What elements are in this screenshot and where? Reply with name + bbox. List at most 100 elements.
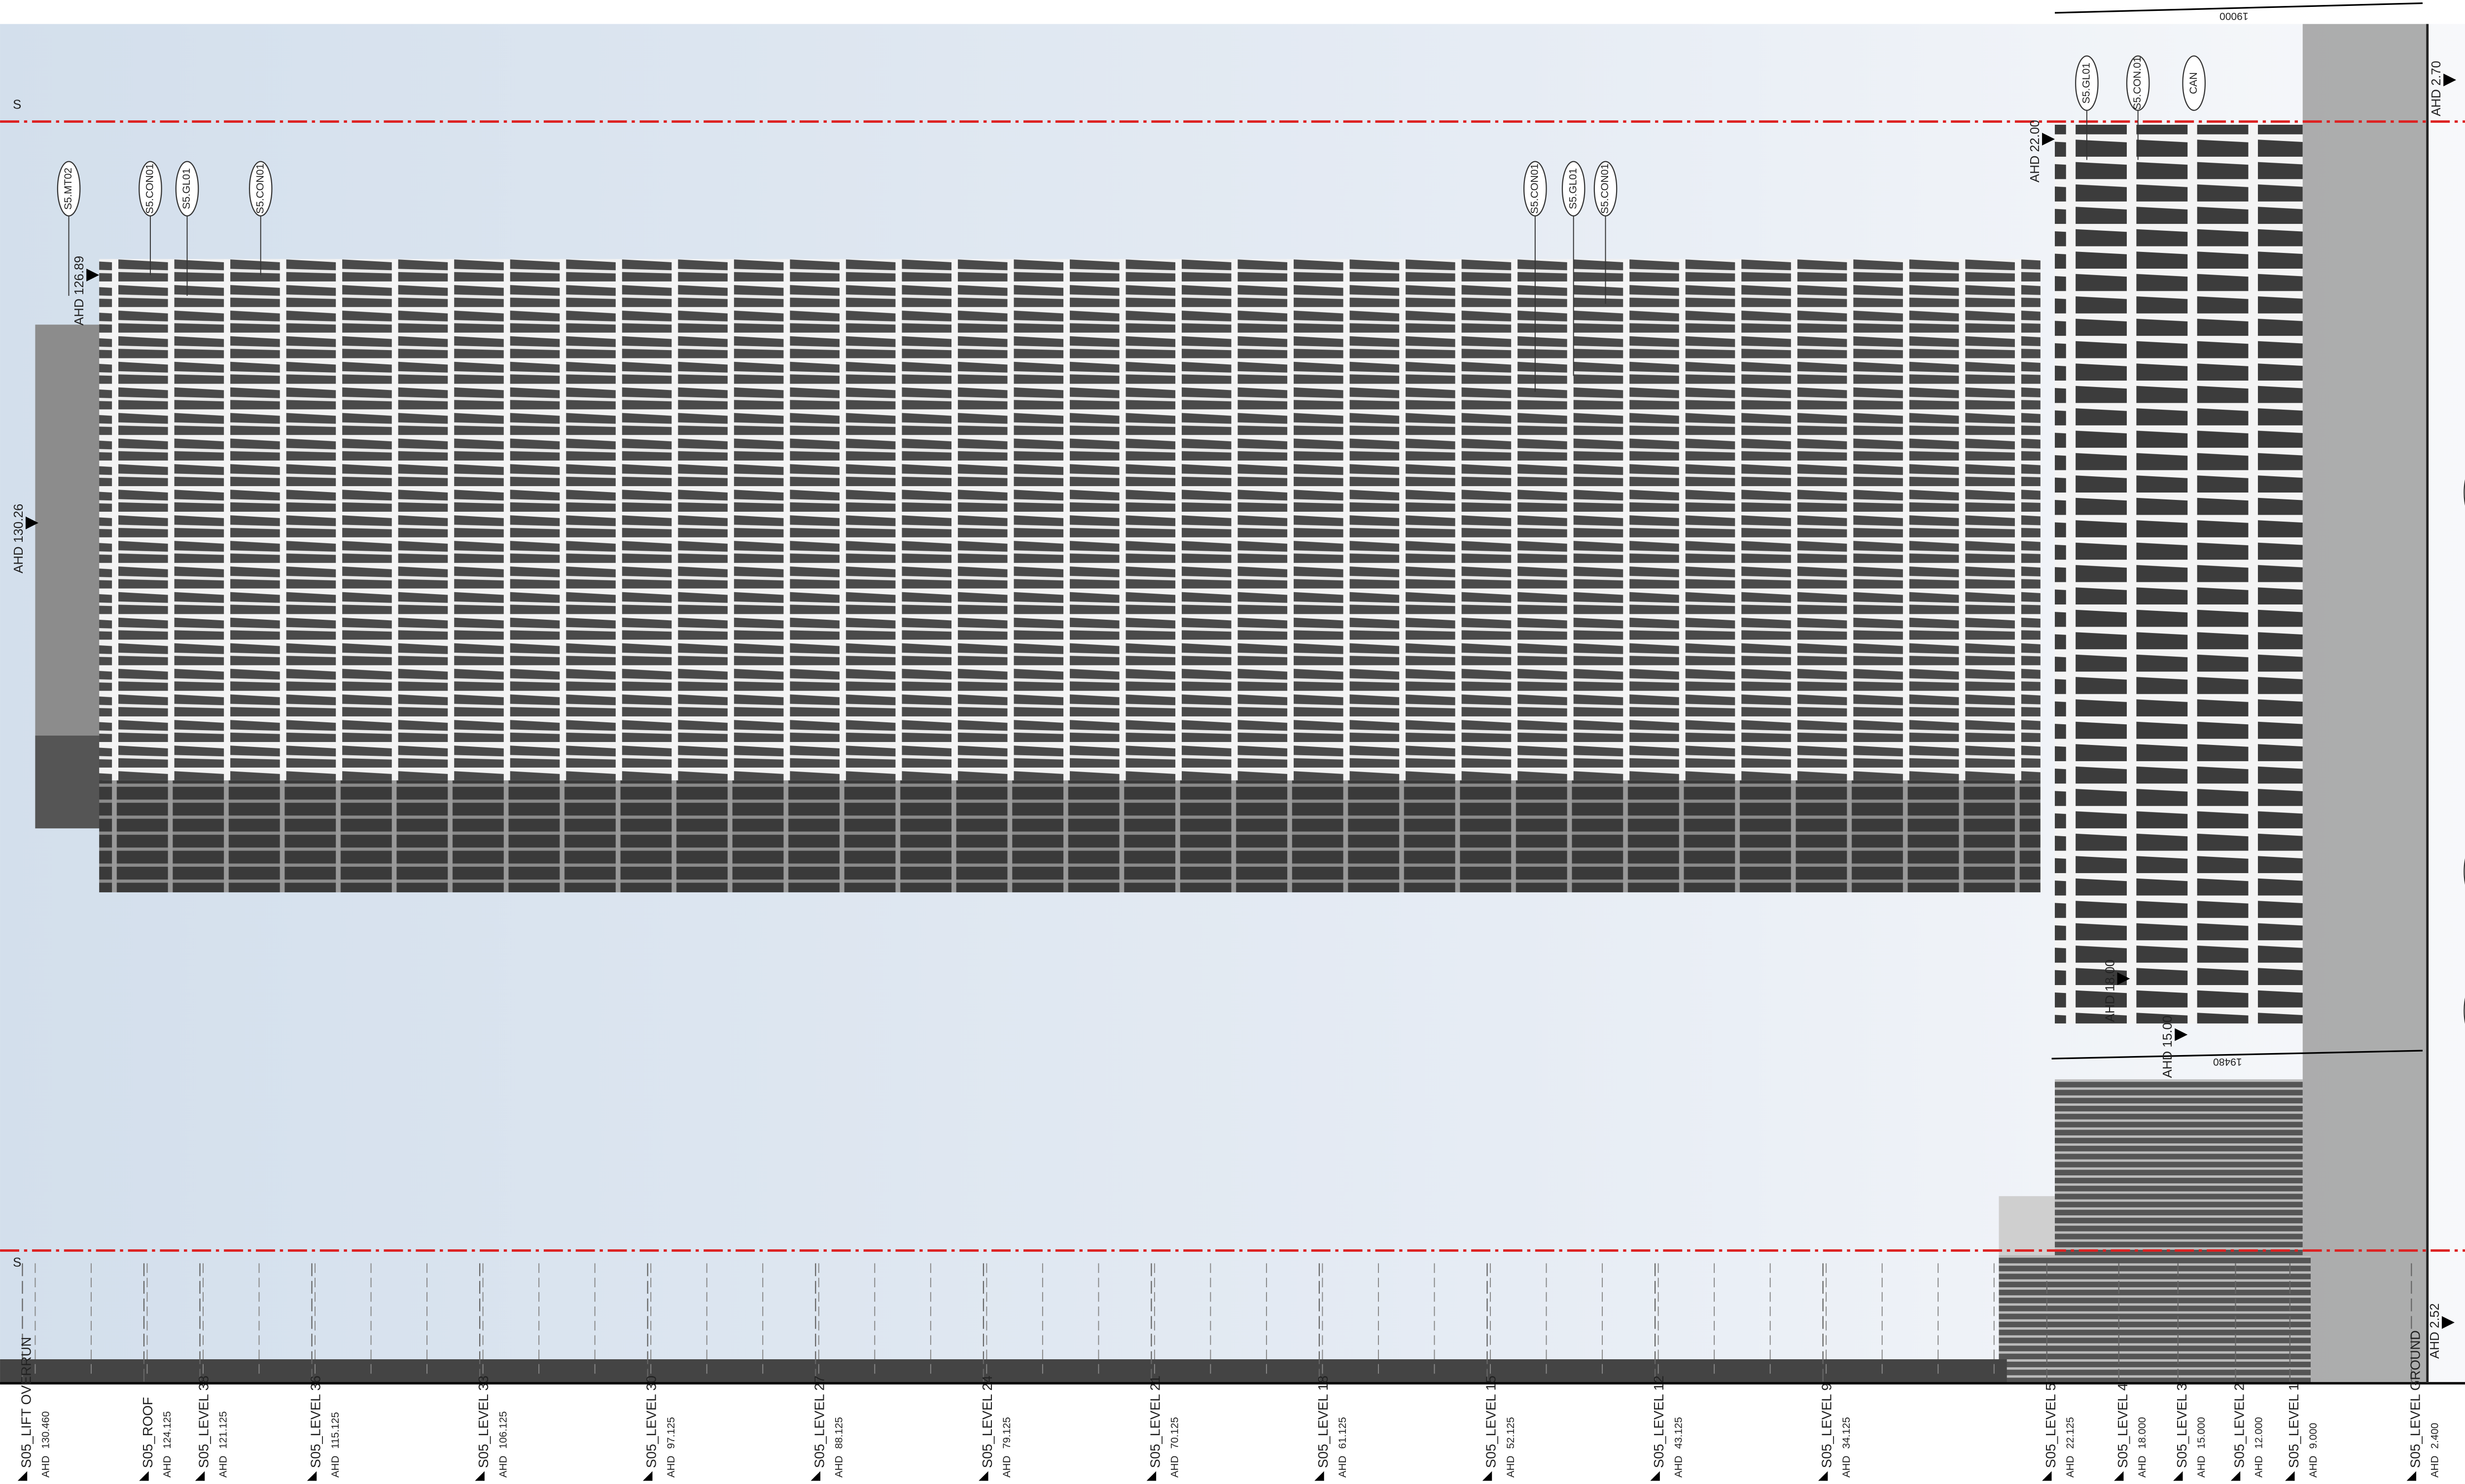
tag-bubble — [2126, 55, 2150, 111]
level-datum: AHD — [218, 1456, 229, 1478]
base-levels — [1999, 1255, 2311, 1383]
tag-bubble — [248, 161, 273, 217]
level-datum: AHD — [162, 1456, 173, 1478]
level-name: S05_LEVEL 30 — [644, 1376, 659, 1468]
level-value: 15.000 — [2196, 1417, 2207, 1449]
level-datum: AHD — [2254, 1456, 2265, 1478]
section-mark: S — [13, 98, 21, 112]
lower-podium — [2055, 1079, 2303, 1256]
podium-facade — [2055, 124, 2303, 1024]
tag-label: S5.CON01 — [254, 164, 266, 214]
level-datum: AHD — [2065, 1456, 2076, 1478]
tag-bubble — [175, 161, 199, 217]
level-name: S05_LEVEL 3 — [2174, 1383, 2189, 1468]
level-value: 88.125 — [833, 1417, 845, 1449]
level-name: S05_LEVEL 27 — [811, 1376, 827, 1468]
level-value: 130.460 — [40, 1411, 52, 1449]
level-name: S05_LEVEL 4 — [2115, 1383, 2130, 1468]
level-value: 12.000 — [2254, 1417, 2265, 1449]
tag-bubble — [2075, 55, 2099, 111]
dimension-line — [2054, 2, 2423, 14]
level-name: S05_LEVEL 38 — [196, 1376, 211, 1468]
lift-core-base — [35, 736, 103, 829]
level-marker — [2117, 972, 2130, 986]
tag-bubble — [2182, 55, 2206, 111]
tower-podium-levels — [99, 780, 2041, 892]
tag-bubble — [1561, 161, 1585, 217]
level-name: S05_LEVEL 1 — [2286, 1383, 2301, 1468]
lower-block — [1999, 1196, 2055, 1256]
level-datum: AHD — [2308, 1456, 2319, 1478]
level-datum: AHD — [2137, 1456, 2148, 1478]
tag-bubble — [1523, 161, 1547, 217]
level-value: 52.125 — [1505, 1417, 1516, 1449]
level-value: 70.125 — [1169, 1417, 1181, 1449]
tag-label: S5.GL01 — [1567, 168, 1579, 209]
level-marker — [2443, 73, 2457, 87]
level-datum: AHD — [1337, 1456, 1348, 1478]
adjacent-building — [2302, 24, 2428, 1383]
tag-label: S5.GL01 — [181, 168, 192, 209]
level-name: S05_LEVEL 24 — [980, 1376, 995, 1468]
level-name: S05_LEVEL 18 — [1315, 1376, 1331, 1468]
level-value: 34.125 — [1841, 1417, 1852, 1449]
tag-label: S5.CON01 — [144, 164, 156, 214]
level-name: S05_LEVEL 21 — [1147, 1376, 1162, 1468]
tag-label: S5.GL01 — [2080, 63, 2092, 104]
level-datum: AHD — [1673, 1456, 1684, 1478]
tag-bubble — [139, 161, 162, 217]
dimension-label: 19480 — [2213, 1056, 2242, 1067]
level-name: S05_LIFT OVERRUN — [18, 1337, 34, 1468]
level-value: 121.125 — [218, 1411, 229, 1449]
ground-slab — [0, 1359, 2007, 1383]
level-name: S05_LEVEL 33 — [476, 1376, 491, 1468]
annotations: S S S5.MT02 S5.CON01 S5.GL01 S5.CON01 S5.CON01… — [12, 10, 2465, 1481]
level-datum: AHD — [330, 1456, 341, 1478]
level-marker — [86, 268, 100, 282]
level-marker — [2406, 1471, 2417, 1481]
level-value: 124.125 — [162, 1411, 173, 1449]
tag-label: S5.CON01 — [1529, 164, 1540, 214]
level-marker — [2175, 1028, 2188, 1041]
level-datum: AHD — [1001, 1456, 1013, 1478]
level-name: S05_LEVEL 36 — [308, 1376, 323, 1468]
level-marker — [25, 516, 38, 530]
tag-label: S5.MT02 — [63, 168, 74, 210]
level-value: 115.125 — [330, 1412, 341, 1449]
level-datum: AHD — [1169, 1456, 1181, 1478]
level-marker — [2042, 133, 2055, 146]
level-marker — [1482, 1471, 1492, 1481]
level-value: 2.400 — [2430, 1423, 2441, 1449]
level-datum: AHD — [1505, 1456, 1516, 1478]
level-datum: AHD — [666, 1456, 677, 1478]
level-datum: AHD — [40, 1456, 52, 1478]
elevation-label: AHD 126.89 — [72, 256, 86, 325]
level-datum: AHD — [2430, 1456, 2441, 1478]
section-mark: S — [13, 1256, 21, 1270]
tag-label: S5.CON.01 — [2132, 57, 2143, 110]
tower-facade — [99, 259, 2041, 780]
level-value: 18.000 — [2137, 1417, 2148, 1449]
level-name: S05_LEVEL 15 — [1483, 1376, 1499, 1468]
elevation-label: AHD 2.70 — [2430, 61, 2443, 116]
level-value: 97.125 — [666, 1417, 677, 1449]
tag-bubble — [57, 161, 81, 217]
dimension-label: 19000 — [2219, 10, 2249, 22]
tag-bubble — [1593, 161, 1618, 217]
tag-label: S5.CON01 — [1599, 164, 1611, 214]
dimension-line — [2051, 1050, 2423, 1060]
elevation-label: AHD 15.00 — [2161, 1016, 2175, 1078]
level-value: 9.000 — [2308, 1423, 2319, 1449]
elevation-label: AHD 22.00 — [2028, 120, 2042, 182]
elevation-label: AHD 130.26 — [12, 504, 26, 573]
level-value: 79.125 — [1001, 1417, 1013, 1449]
level-datum: AHD — [833, 1456, 845, 1478]
tag-label: CAN — [2188, 72, 2199, 94]
level-datum: AHD — [1841, 1456, 1852, 1478]
level-value: 43.125 — [1673, 1417, 1684, 1449]
elevation-label: AHD 18.00 — [2103, 959, 2117, 1022]
level-name: S05_LEVEL 12 — [1651, 1376, 1666, 1468]
level-marker — [2441, 1316, 2455, 1329]
